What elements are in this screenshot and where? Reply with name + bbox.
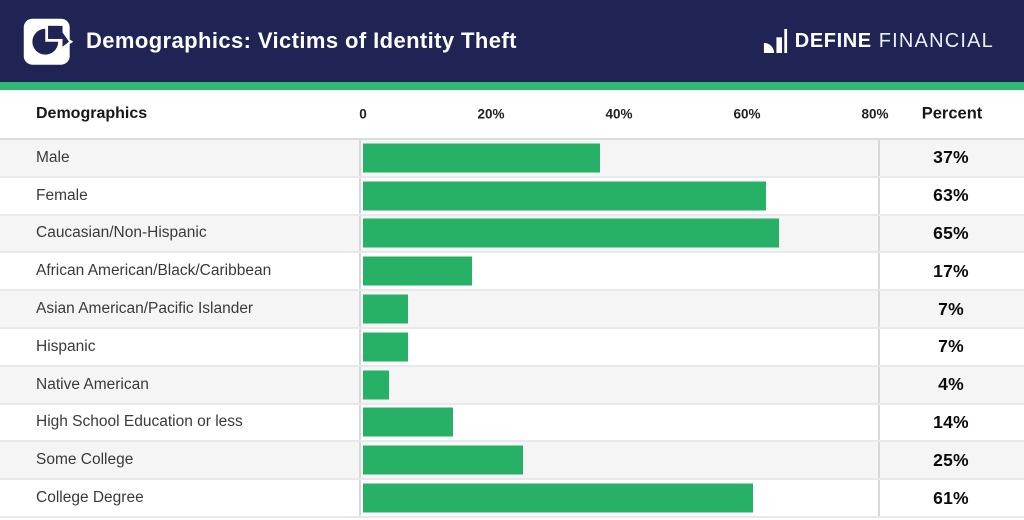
page-title: Demographics: Victims of Identity Theft bbox=[86, 28, 517, 53]
bar-chart-logo-icon bbox=[763, 27, 788, 55]
row-bar-track bbox=[361, 140, 878, 176]
bar bbox=[363, 143, 600, 173]
accent-strip bbox=[0, 82, 1024, 90]
brand-name-light: FINANCIAL bbox=[878, 29, 994, 52]
row-percent-value: 37% bbox=[878, 140, 1022, 176]
row-percent-value: 14% bbox=[878, 404, 1022, 441]
bar bbox=[363, 483, 754, 513]
column-header-demographics: Demographics bbox=[36, 105, 148, 122]
row-bar-track bbox=[361, 216, 878, 252]
row-bar-track bbox=[361, 329, 878, 365]
row-percent-value: 7% bbox=[878, 291, 1022, 327]
row-bar-track bbox=[361, 405, 878, 441]
bar bbox=[363, 218, 779, 248]
table-row: Hispanic 7% bbox=[0, 328, 1024, 367]
axis-tick-0: 0 bbox=[359, 106, 367, 122]
bar bbox=[363, 294, 408, 324]
row-bar-track bbox=[361, 442, 878, 478]
table-row: Native American 4% bbox=[0, 366, 1024, 405]
bar bbox=[363, 256, 472, 286]
bar bbox=[363, 370, 389, 400]
row-category-label: Male bbox=[0, 140, 361, 176]
table-header: Demographics 0 20% 40% 60% 80% Percent bbox=[0, 90, 1024, 140]
row-bar-track bbox=[361, 480, 878, 516]
axis-tick-80: 80% bbox=[861, 106, 889, 122]
row-percent-value: 17% bbox=[878, 253, 1022, 290]
brand-logo: DEFINE FINANCIAL bbox=[763, 27, 994, 55]
row-percent-value: 25% bbox=[878, 442, 1022, 479]
row-category-label: Native American bbox=[0, 366, 361, 403]
row-bar-track bbox=[361, 178, 878, 214]
bar bbox=[363, 332, 408, 362]
table-row: College Degree 61% bbox=[0, 480, 1024, 518]
column-header-percent: Percent bbox=[921, 104, 983, 123]
row-percent-value: 63% bbox=[878, 177, 1022, 214]
row-category-label: African American/Black/Caribbean bbox=[0, 253, 361, 290]
bar bbox=[363, 407, 453, 437]
chart-rows: Male 37% Female 63% Caucasian/Non-Hispanic 65… bbox=[0, 140, 1024, 518]
row-percent-value: 4% bbox=[878, 366, 1022, 403]
row-category-label: Some College bbox=[0, 442, 361, 479]
table-row: Caucasian/Non-Hispanic 65% bbox=[0, 215, 1024, 254]
row-percent-value: 7% bbox=[878, 328, 1022, 365]
table-row: Some College 25% bbox=[0, 442, 1024, 481]
table-row: Asian American/Pacific Islander 7% bbox=[0, 291, 1024, 329]
row-category-label: High School Education or less bbox=[0, 404, 361, 441]
row-category-label: Asian American/Pacific Islander bbox=[0, 291, 361, 327]
brand-name-bold: DEFINE bbox=[794, 29, 872, 52]
row-category-label: Hispanic bbox=[0, 328, 361, 365]
bar bbox=[363, 445, 523, 475]
pie-chart-callout-icon bbox=[18, 13, 74, 69]
table-row: High School Education or less 14% bbox=[0, 404, 1024, 443]
axis-tick-60: 60% bbox=[733, 106, 761, 122]
axis-tick-20: 20% bbox=[477, 106, 505, 122]
row-category-label: Female bbox=[0, 177, 361, 214]
row-bar-track bbox=[361, 253, 878, 289]
row-percent-value: 65% bbox=[878, 215, 1022, 252]
row-percent-value: 61% bbox=[878, 480, 1022, 516]
table-row: Male 37% bbox=[0, 140, 1024, 178]
bar bbox=[363, 181, 767, 211]
header-bar: Demographics: Victims of Identity Theft … bbox=[0, 0, 1024, 82]
row-bar-track bbox=[361, 291, 878, 327]
table-row: African American/Black/Caribbean 17% bbox=[0, 253, 1024, 292]
axis-tick-40: 40% bbox=[605, 106, 633, 122]
row-category-label: College Degree bbox=[0, 480, 361, 516]
row-bar-track bbox=[361, 367, 878, 403]
row-category-label: Caucasian/Non-Hispanic bbox=[0, 215, 361, 252]
table-row: Female 63% bbox=[0, 177, 1024, 216]
